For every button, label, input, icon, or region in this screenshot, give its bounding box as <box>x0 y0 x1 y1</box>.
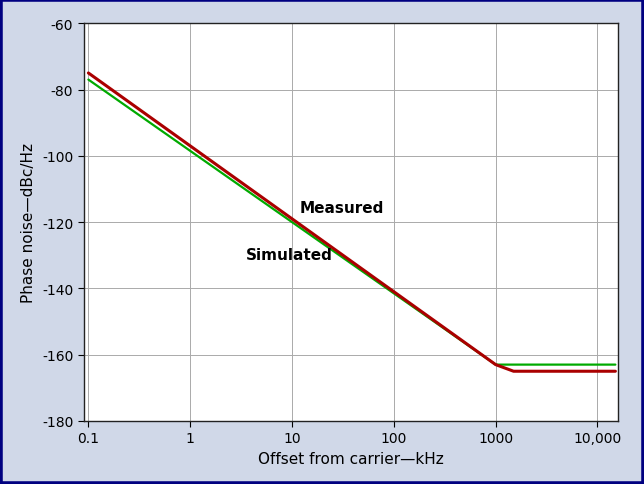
Text: Measured: Measured <box>300 201 384 216</box>
Y-axis label: Phase noise—dBc/Hz: Phase noise—dBc/Hz <box>21 143 36 302</box>
Text: Simulated: Simulated <box>245 247 332 262</box>
X-axis label: Offset from carrier—kHz: Offset from carrier—kHz <box>258 451 444 466</box>
